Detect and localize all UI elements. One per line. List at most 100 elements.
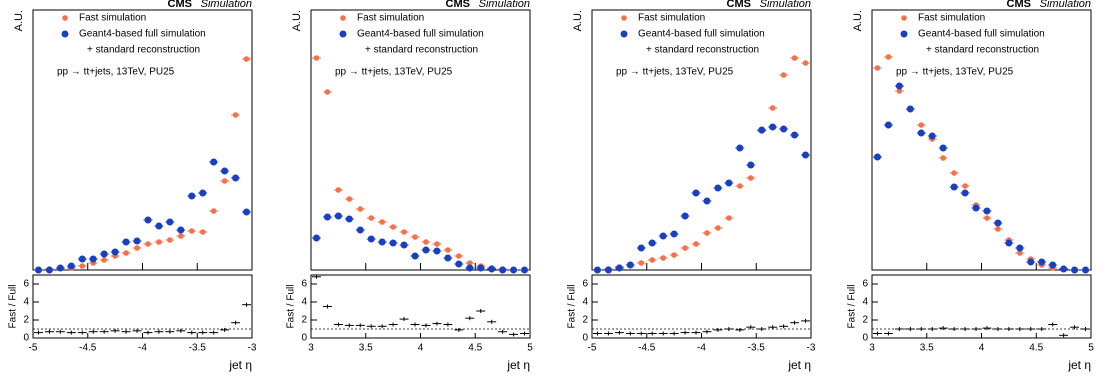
- point: [626, 261, 634, 269]
- point: [649, 257, 656, 263]
- ratio-y-tick-label: 0: [582, 333, 588, 344]
- ratio-y-axis-label: Fast / Full: [567, 285, 578, 329]
- point: [324, 89, 331, 95]
- point: [736, 144, 744, 152]
- point: [906, 105, 914, 113]
- point: [221, 167, 229, 175]
- point: [389, 239, 397, 247]
- point: [346, 196, 353, 202]
- point: [145, 241, 151, 247]
- ratio-frame: [310, 274, 531, 339]
- point: [335, 187, 342, 193]
- point: [737, 183, 743, 189]
- cms-label: CMS: [168, 0, 192, 10]
- point: [874, 65, 881, 71]
- point: [951, 170, 957, 176]
- point: [243, 56, 250, 62]
- point: [167, 237, 173, 243]
- point: [466, 260, 473, 266]
- point: [704, 230, 710, 236]
- legend-marker: [620, 30, 628, 38]
- x-tick-label: 3: [869, 343, 875, 354]
- point: [111, 248, 119, 256]
- legend-label: Geant4-based full simulation: [638, 29, 765, 40]
- x-tick-label: -3.5: [189, 343, 207, 354]
- point: [802, 151, 810, 159]
- legend-marker: [340, 15, 346, 21]
- point: [368, 215, 375, 221]
- ratio-y-axis-label: Fast / Full: [8, 285, 19, 329]
- y-axis-label: A.U.: [13, 10, 25, 31]
- y-axis-label: A.U.: [572, 10, 584, 31]
- point: [89, 255, 97, 263]
- point: [123, 250, 129, 256]
- point: [1071, 266, 1079, 274]
- point: [210, 158, 218, 166]
- simulation-label: Simulation: [1040, 0, 1091, 10]
- x-tick-label: 4: [418, 343, 424, 354]
- legend-marker: [900, 30, 908, 38]
- point: [884, 121, 892, 129]
- point: [367, 235, 375, 243]
- ratio-y-tick-label: 0: [23, 333, 29, 344]
- simulation-label: Simulation: [201, 0, 252, 10]
- point: [769, 105, 776, 111]
- point: [593, 266, 601, 274]
- cms-label: CMS: [727, 0, 751, 10]
- x-tick-label: -4: [138, 343, 147, 354]
- x-tick-label: 5: [1088, 343, 1094, 354]
- point: [134, 245, 140, 251]
- point: [895, 82, 903, 90]
- y-axis-label: A.U.: [291, 10, 303, 31]
- point: [155, 222, 163, 230]
- point: [378, 238, 386, 246]
- point: [166, 218, 174, 226]
- ratio-y-tick-label: 6: [582, 279, 588, 290]
- point: [917, 129, 925, 137]
- point: [78, 255, 86, 263]
- point: [79, 263, 86, 269]
- legend-annotation: + standard reconstruction: [646, 45, 759, 56]
- point: [477, 264, 485, 272]
- x-tick-label: -3: [248, 343, 257, 354]
- point: [445, 247, 451, 253]
- point: [466, 264, 474, 272]
- legend-marker: [901, 15, 907, 21]
- point: [994, 219, 1002, 227]
- point: [1017, 250, 1023, 256]
- ratio-y-tick-label: 4: [23, 297, 29, 308]
- point: [939, 144, 947, 152]
- ratio-y-tick-label: 0: [862, 333, 868, 344]
- x-tick-label: -3: [807, 343, 816, 354]
- point: [411, 252, 419, 260]
- point: [379, 219, 385, 225]
- point: [232, 174, 240, 182]
- point: [983, 207, 991, 215]
- point: [962, 183, 968, 189]
- cms-label: CMS: [1007, 0, 1031, 10]
- ratio-y-tick-label: 4: [301, 297, 307, 308]
- point: [648, 239, 656, 247]
- ratio-y-tick-label: 0: [301, 333, 307, 344]
- point: [521, 266, 529, 274]
- point: [693, 241, 699, 247]
- point: [681, 212, 689, 220]
- point: [950, 183, 958, 191]
- point: [188, 228, 195, 234]
- point: [659, 232, 667, 240]
- point: [747, 175, 754, 181]
- ratio-y-tick-label: 6: [862, 279, 868, 290]
- x-tick-label: -5: [29, 343, 38, 354]
- legend-label: Geant4-based full simulation: [79, 29, 206, 40]
- x-tick-label: -5: [588, 343, 597, 354]
- annotation: pp → tt+jets, 13TeV, PU25: [57, 67, 175, 78]
- point: [412, 234, 418, 240]
- point: [122, 238, 130, 246]
- x-axis-label: jet η: [228, 358, 252, 372]
- point: [682, 245, 688, 251]
- x-tick-label: -4: [697, 343, 706, 354]
- point: [177, 226, 185, 234]
- point: [401, 229, 407, 235]
- legend-annotation: + standard reconstruction: [87, 45, 200, 56]
- point: [67, 262, 75, 270]
